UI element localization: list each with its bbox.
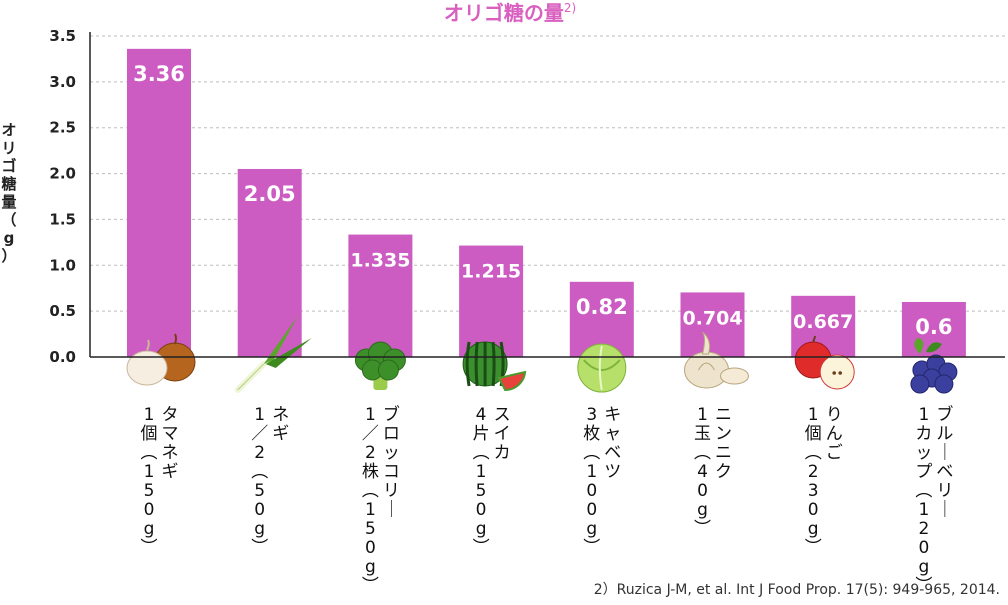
category-name: キャベツ xyxy=(604,405,621,482)
category-label: ブル｜ベリ｜1 カップ︵ 1 2 0 g ︶ xyxy=(915,404,953,596)
bar-value-label: 0.82 xyxy=(576,295,628,319)
chart-title: オリゴ糖の量2) xyxy=(444,1,576,25)
category-name: ブル｜ベリ｜ xyxy=(936,404,953,520)
apple-icon xyxy=(794,335,855,390)
category-label: ネギ1 ／ 2 ︵ 5 0 g ︶ xyxy=(251,405,289,558)
cabbage-icon xyxy=(577,343,627,393)
category-name: ブロッコリ｜ xyxy=(383,404,400,520)
y-tick-label: 1.0 xyxy=(49,256,76,274)
bar xyxy=(348,234,413,357)
category-name: タマネギ xyxy=(162,405,179,482)
bar-value-label: 0.704 xyxy=(682,307,742,329)
y-axis-label-text: オリゴ糖量（ g） xyxy=(1,121,16,265)
category-label: ブロッコリ｜1 ／ 2 株︵ 1 5 0 g ︶ xyxy=(362,404,400,596)
category-name: ネギ xyxy=(272,405,289,444)
y-tick-label: 1.5 xyxy=(49,210,76,228)
garlic-icon xyxy=(684,331,749,389)
category-name: りんご xyxy=(826,405,843,463)
bars: 3.36 2.05 1.335 1.215 0.82 0.704 0.667 0.6 xyxy=(127,48,966,358)
y-tick-label: 3.0 xyxy=(49,73,76,91)
green-onion-icon xyxy=(234,316,312,393)
grid-lines xyxy=(90,35,1005,312)
bar xyxy=(459,245,524,357)
bar-value-label: 0.6 xyxy=(915,315,952,339)
y-tick-label: 0.5 xyxy=(49,302,76,320)
chart-title-main: オリゴ糖の量 xyxy=(444,1,564,25)
bar xyxy=(127,48,191,358)
bar xyxy=(680,292,745,357)
onion-icon xyxy=(126,333,196,386)
category-name: スイカ xyxy=(494,405,511,463)
category-amount: 1 個︵ 2 3 0 g ︶ xyxy=(805,405,822,558)
y-tick-label: 2.0 xyxy=(49,165,76,183)
category-amount: 1 玉︵ 4 0 g ︶ xyxy=(694,405,711,539)
chart-title-superscript: 2) xyxy=(564,1,576,15)
bar-value-label: 2.05 xyxy=(244,182,296,206)
category-amount: 1 カップ︵ 1 2 0 g ︶ xyxy=(915,405,932,596)
y-axis-label: オリゴ糖量（ g） xyxy=(1,121,16,265)
watermelon-icon xyxy=(462,341,527,392)
bar-value-label: 1.335 xyxy=(350,250,410,272)
y-tick-label: 3.5 xyxy=(49,27,76,45)
citation-footnote: 2）Ruzica J-M, et al. Int J Food Prop. 17… xyxy=(593,582,1000,598)
category-amount: 1 個︵ 1 5 0 g ︶ xyxy=(141,405,158,558)
category-amount: 4 片︵ 1 5 0 g ︶ xyxy=(473,405,490,558)
category-amount: 1 ／ 2 ︵ 5 0 g ︶ xyxy=(251,405,268,558)
category-amount: 3 枚︵ 1 0 0 g ︶ xyxy=(583,405,600,558)
blueberry-icon xyxy=(910,338,958,394)
bar-value-label: 0.667 xyxy=(793,311,853,333)
bar-value-label: 3.36 xyxy=(133,62,185,86)
food-icons xyxy=(126,316,958,394)
y-axis-ticks: 0.0 0.5 1.0 1.5 2.0 2.5 3.0 3.5 xyxy=(49,27,76,366)
y-tick-label: 2.5 xyxy=(49,119,76,137)
category-amount: 1 ／ 2 株︵ 1 5 0 g ︶ xyxy=(362,405,379,596)
bar-value-label: 1.215 xyxy=(461,261,521,283)
y-tick-label: 0.0 xyxy=(49,348,76,366)
category-name: ニンニク xyxy=(715,405,732,482)
broccoli-icon xyxy=(354,341,406,390)
